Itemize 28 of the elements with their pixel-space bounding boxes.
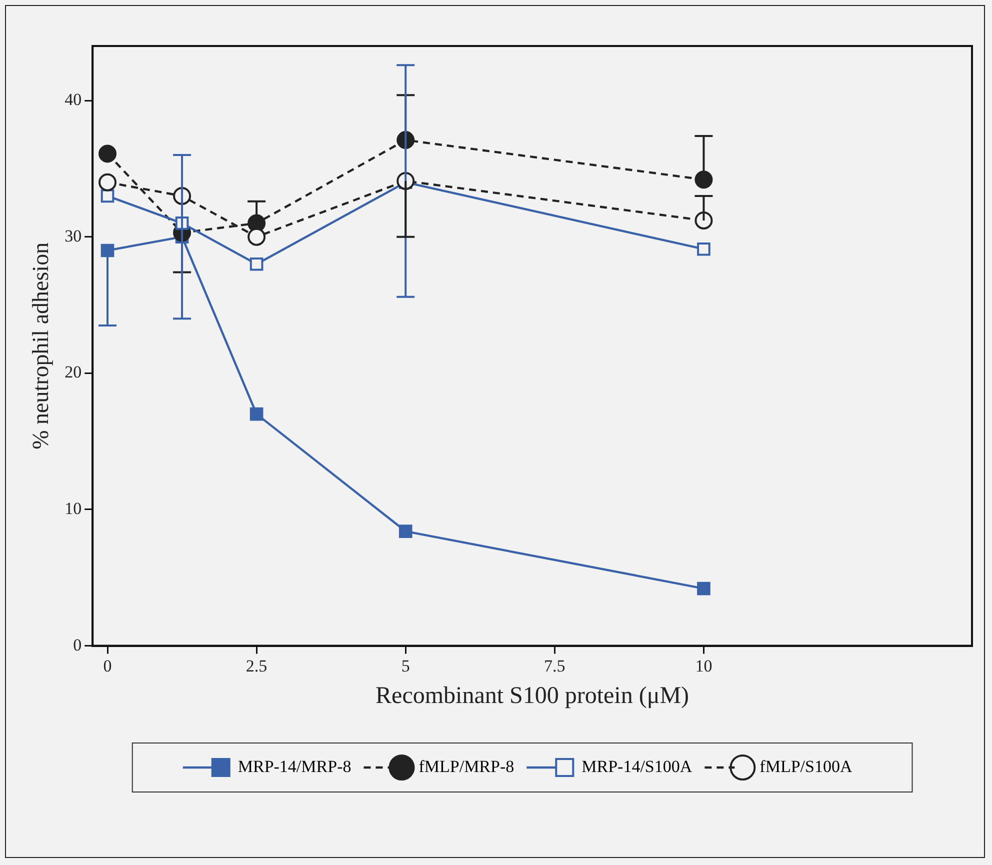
legend-label: fMLP/S100A — [760, 756, 853, 776]
point — [250, 407, 264, 421]
x-tick-label: 7.5 — [544, 656, 566, 676]
x-tick-label: 10 — [695, 656, 712, 676]
y-tick-label: 10 — [64, 498, 82, 518]
x-tick-label: 0 — [103, 656, 112, 676]
x-tick-label: 5 — [401, 656, 410, 676]
y-tick-label: 20 — [64, 362, 82, 382]
point — [697, 242, 710, 256]
y-tick-label: 0 — [73, 635, 82, 654]
point — [697, 582, 710, 596]
point — [694, 170, 713, 189]
legend-label: MRP-14/MRP-8 — [238, 756, 352, 776]
point — [100, 189, 114, 203]
point — [694, 211, 713, 230]
point — [250, 257, 264, 271]
x-tick-label: 2.5 — [246, 656, 268, 676]
point — [398, 524, 412, 538]
point — [98, 144, 117, 163]
y-tick-label: 30 — [64, 226, 82, 246]
y-tick-label: 40 — [64, 90, 82, 109]
y-axis-title: % neutrophil adhesion — [28, 242, 53, 450]
point — [248, 228, 266, 246]
point — [98, 173, 117, 192]
legend-label: fMLP/MRP-8 — [418, 756, 514, 776]
x-axis-title: Recombinant S100 protein (μM) — [376, 682, 690, 709]
point — [100, 244, 114, 258]
legend-label: MRP-14/S100A — [582, 756, 693, 776]
